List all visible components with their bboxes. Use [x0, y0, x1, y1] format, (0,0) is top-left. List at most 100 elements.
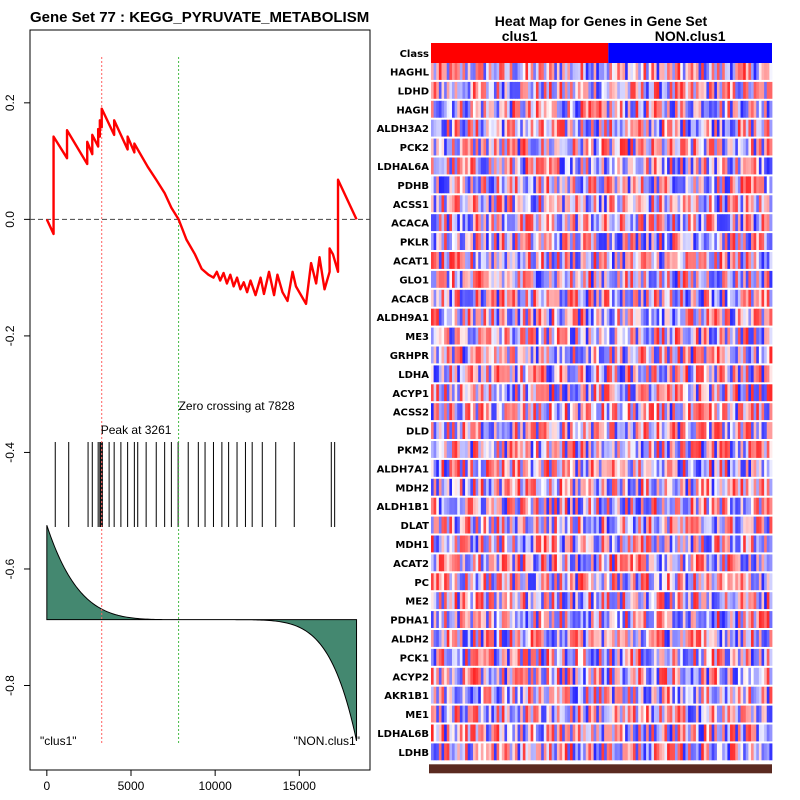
heatmap-cell	[622, 686, 626, 704]
heatmap-cell	[491, 176, 495, 194]
heatmap-cell	[570, 667, 574, 685]
heatmap-cell	[585, 422, 589, 439]
heatmap-cell	[745, 63, 749, 80]
heatmap-cell	[478, 384, 482, 402]
heatmap-cell	[470, 667, 474, 685]
heatmap-cell	[753, 554, 757, 572]
heatmap-cell	[724, 705, 728, 723]
heatmap-cell	[748, 459, 752, 477]
heatmap-cell	[753, 119, 757, 137]
heatmap-cell	[520, 497, 524, 515]
heatmap-cell	[488, 233, 492, 250]
heatmap-cell	[585, 252, 589, 269]
heatmap-cell	[674, 81, 678, 99]
heatmap-cell	[609, 630, 613, 647]
heatmap-cell	[632, 554, 636, 572]
heatmap-cell	[546, 573, 550, 591]
heatmap-cell	[556, 743, 560, 761]
heatmap-cell	[735, 705, 739, 723]
heatmap-cell	[719, 592, 723, 610]
heatmap-cell	[630, 667, 634, 685]
heatmap-cell	[606, 195, 610, 213]
heatmap-cell	[619, 157, 623, 175]
heatmap-cell	[525, 233, 529, 250]
heatmap-cell	[533, 176, 537, 194]
heatmap-cell	[520, 365, 524, 383]
heatmap-cell	[501, 81, 505, 99]
heatmap-cell	[659, 195, 663, 213]
heatmap-row	[431, 119, 773, 137]
heatmap-cell	[756, 459, 760, 477]
heatmap-cell	[572, 289, 576, 307]
heatmap-cell	[743, 422, 747, 439]
heatmap-cell	[535, 384, 539, 402]
heatmap-cell	[438, 63, 442, 80]
heatmap-cell	[520, 308, 524, 326]
heatmap-cell	[614, 365, 618, 383]
heatmap-cell	[724, 497, 728, 515]
heatmap-cell	[549, 630, 553, 647]
heatmap-cell	[543, 403, 547, 421]
heatmap-cell	[693, 630, 697, 647]
heatmap-cell	[465, 516, 469, 534]
heatmap-cell	[680, 554, 684, 572]
heatmap-cell	[591, 686, 595, 704]
heatmap-cell	[598, 252, 602, 269]
heatmap-cell	[748, 478, 752, 496]
heatmap-cell	[601, 648, 605, 666]
heatmap-cell	[501, 289, 505, 307]
heatmap-cell	[677, 138, 681, 156]
heatmap-cell	[625, 346, 629, 364]
heatmap-cell	[682, 195, 686, 213]
heatmap-cell	[716, 441, 720, 458]
heatmap-cell	[549, 157, 553, 175]
heatmap-cell	[541, 289, 545, 307]
heatmap-cell	[711, 63, 715, 80]
heatmap-cell	[690, 384, 694, 402]
heatmap-cell	[640, 308, 644, 326]
heatmap-cell	[751, 686, 755, 704]
heatmap-cell	[509, 157, 513, 175]
heatmap-cell	[751, 724, 755, 742]
heatmap-cell	[441, 686, 445, 704]
heatmap-cell	[486, 138, 490, 156]
heatmap-cell	[667, 441, 671, 458]
heatmap-cell	[551, 516, 555, 534]
heatmap-cell	[703, 516, 707, 534]
heatmap-cell	[472, 289, 476, 307]
heatmap-cell	[635, 346, 639, 364]
heatmap-cell	[667, 422, 671, 439]
heatmap-cell	[472, 214, 476, 232]
heatmap-cell	[577, 724, 581, 742]
heatmap-cell	[651, 459, 655, 477]
heatmap-cell	[622, 592, 626, 610]
heatmap-cell	[611, 403, 616, 421]
heatmap-cell	[722, 119, 726, 137]
heatmap-cell	[475, 289, 479, 307]
heatmap-cell	[748, 176, 752, 194]
heatmap-cell	[543, 176, 547, 194]
heatmap-cell	[514, 497, 518, 515]
heatmap-cell	[475, 441, 479, 458]
heatmap-cell	[538, 384, 542, 402]
heatmap-cell	[546, 63, 550, 80]
heatmap-cell	[472, 573, 476, 591]
heatmap-cell	[535, 327, 539, 345]
heatmap-cell	[470, 592, 474, 610]
heatmap-cell	[556, 100, 560, 118]
heatmap-cell	[646, 308, 650, 326]
heatmap-cell	[512, 195, 516, 213]
heatmap-cell	[751, 535, 755, 553]
heatmap-cell	[756, 252, 760, 269]
heatmap-cell	[575, 384, 579, 402]
heatmap-cell	[611, 497, 616, 515]
heatmap-cell	[562, 176, 566, 194]
heatmap-cell	[591, 516, 595, 534]
heatmap-cell	[761, 81, 765, 99]
heatmap-cell	[551, 252, 555, 269]
heatmap-cell	[695, 705, 699, 723]
heatmap-cell	[520, 270, 524, 288]
heatmap-cell	[609, 289, 613, 307]
heatmap-cell	[478, 516, 482, 534]
heatmap-cell	[507, 535, 511, 553]
